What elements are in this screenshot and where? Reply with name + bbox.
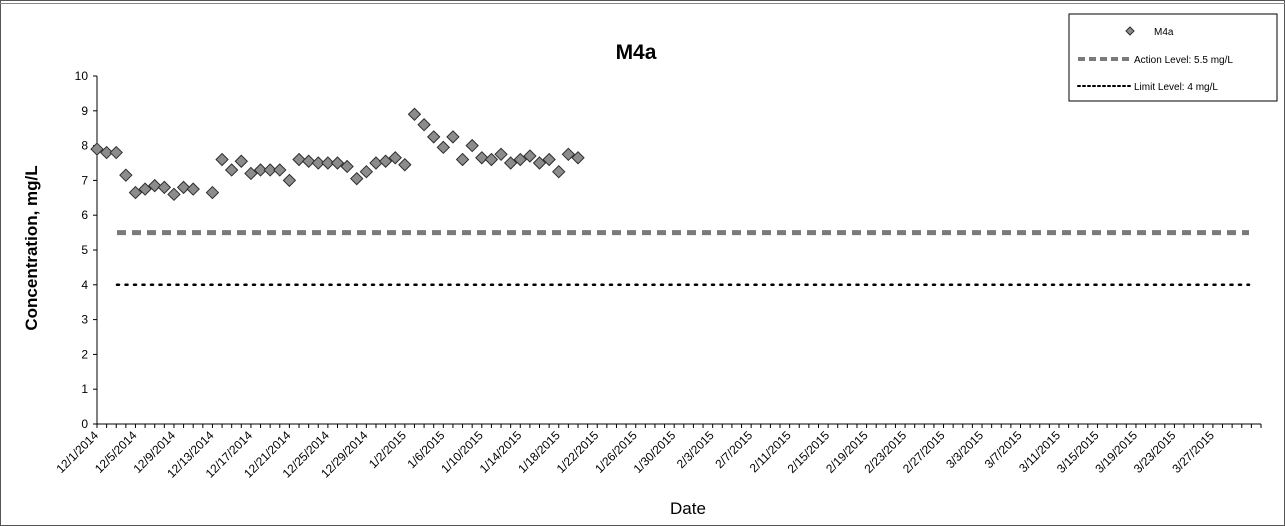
data-point — [465, 138, 479, 153]
legend-label-m4a: M4a — [1154, 27, 1174, 38]
data-point — [99, 145, 114, 160]
reference-lines — [115, 230, 1251, 287]
y-tick-label: 3 — [81, 313, 88, 327]
data-point — [513, 152, 527, 167]
axes — [93, 75, 1262, 428]
data-point — [475, 151, 489, 165]
data-point — [253, 163, 268, 177]
data-point — [263, 163, 277, 177]
y-axis-label: Concentration, mg/L — [22, 165, 41, 330]
y-tick-label: 1 — [81, 382, 88, 396]
x-tick-labels: 12/1/201412/5/201412/9/201412/13/201412/… — [53, 428, 1217, 481]
data-point — [561, 147, 576, 162]
x-tick-label: 1/2/2015 — [366, 428, 409, 471]
data-point — [369, 156, 383, 170]
data-point — [455, 152, 470, 167]
data-point — [186, 182, 200, 196]
data-point — [552, 164, 566, 179]
legend-label-limit: Limit Level: 4 mg/L — [1134, 82, 1218, 93]
data-point — [330, 156, 345, 170]
data-point — [571, 151, 585, 165]
x-tick-label: 3/27/2015 — [1169, 428, 1217, 476]
data-point — [224, 163, 239, 177]
y-tick-label: 8 — [81, 139, 88, 153]
data-point — [340, 159, 354, 174]
data-point — [426, 130, 441, 144]
x-tick-label: 2/27/2015 — [900, 428, 948, 476]
data-point — [109, 145, 123, 160]
data-point — [542, 152, 556, 167]
data-point — [176, 180, 191, 195]
data-point — [234, 154, 249, 168]
x-tick-label: 1/30/2015 — [631, 428, 679, 476]
y-tick-label: 0 — [81, 417, 88, 431]
data-point — [417, 118, 431, 132]
data-point — [273, 163, 287, 177]
data-point — [292, 152, 306, 167]
data-point — [157, 180, 172, 195]
data-point — [167, 187, 181, 202]
data-point — [244, 166, 258, 181]
data-point — [388, 151, 402, 165]
data-point — [484, 152, 499, 167]
y-tick-label: 6 — [81, 208, 88, 222]
legend: M4a Action Level: 5.5 mg/L Limit Level: 4 … — [1068, 13, 1278, 102]
top-rule — [0, 3, 1285, 4]
y-tick-label: 2 — [81, 347, 88, 361]
data-point — [311, 156, 325, 170]
y-tick-label: 7 — [81, 173, 88, 187]
data-point — [532, 156, 547, 170]
chart-title: M4a — [616, 41, 657, 64]
legend-label-action: Action Level: 5.5 mg/L — [1134, 55, 1233, 66]
series-m4a-points — [90, 107, 585, 202]
data-point — [215, 152, 229, 167]
data-point — [148, 178, 162, 193]
data-point — [119, 168, 133, 182]
data-point — [205, 185, 220, 200]
data-point — [398, 158, 412, 172]
data-point — [321, 156, 335, 170]
data-point — [436, 140, 451, 155]
data-point — [138, 182, 152, 196]
x-tick-label: 2/3/2015 — [674, 428, 717, 471]
y-tick-label: 5 — [81, 243, 88, 257]
data-point — [90, 142, 104, 156]
data-point — [446, 130, 460, 144]
y-tick-label: 10 — [75, 69, 89, 83]
data-point — [523, 149, 537, 163]
data-point — [301, 154, 316, 168]
y-tick-label: 9 — [81, 104, 88, 118]
data-point — [494, 147, 508, 162]
data-point — [378, 154, 393, 168]
data-point — [359, 164, 374, 179]
legend-marker-m4a — [1125, 26, 1135, 36]
y-tick-label: 4 — [81, 278, 88, 292]
x-axis-label: Date — [670, 499, 706, 518]
data-point — [282, 173, 297, 188]
data-point — [350, 171, 364, 186]
data-point — [128, 185, 143, 200]
data-point — [503, 156, 518, 170]
x-tick-label: 3/3/2015 — [943, 428, 986, 471]
data-point — [407, 107, 422, 121]
y-tick-labels: 0 1 2 3 4 5 6 7 8 9 10 — [75, 69, 89, 431]
